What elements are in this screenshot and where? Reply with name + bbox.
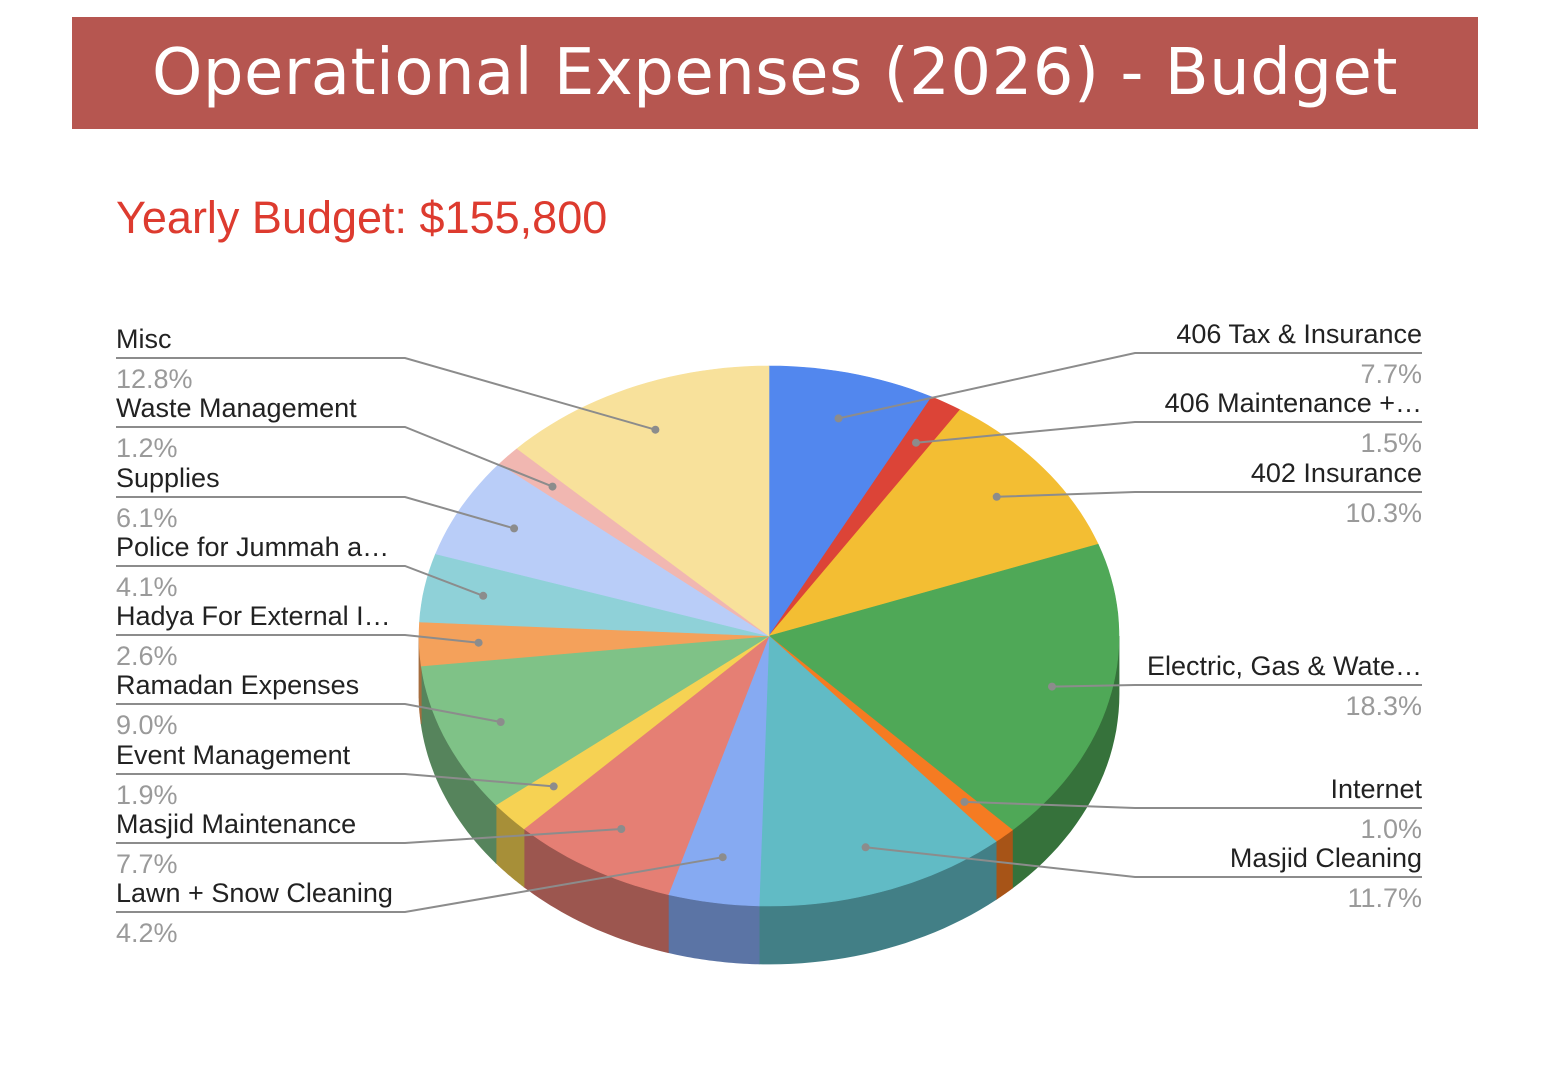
leader-line-11 [116, 565, 484, 597]
slice-percent-3: 18.3% [1345, 691, 1422, 721]
leader-dot-12 [510, 524, 519, 533]
slice-label-14: Misc [116, 324, 172, 354]
leader-dot-4 [960, 797, 969, 806]
slice-label-13: Waste Management [116, 393, 357, 423]
leader-dot-11 [479, 591, 488, 600]
slice-label-9: Ramadan Expenses [116, 670, 359, 700]
leader-line-5 [865, 846, 1422, 878]
slice-label-7: Masjid Maintenance [116, 809, 356, 839]
leader-dot-5 [861, 843, 870, 852]
leader-line-14 [116, 357, 656, 431]
slice-label-3: Electric, Gas & Wate… [1147, 651, 1422, 681]
slice-label-1: 406 Maintenance +… [1165, 388, 1422, 418]
leader-dot-6 [718, 853, 727, 862]
leader-line-2 [996, 491, 1422, 498]
slice-percent-7: 7.7% [116, 849, 178, 879]
leader-line-8 [116, 773, 554, 788]
slice-percent-5: 11.7% [1347, 883, 1422, 913]
pie-slice-0 [768, 365, 933, 637]
leader-dot-3 [1048, 682, 1056, 691]
pie-slice-6 [667, 635, 770, 907]
title-banner: Operational Expenses (2026) - Budget [72, 17, 1478, 129]
slice-label-8: Event Management [116, 740, 351, 770]
slice-label-2: 402 Insurance [1251, 458, 1422, 488]
pie-slice-11 [419, 553, 770, 637]
pie-slice-3 [768, 543, 1120, 831]
leader-line-13 [116, 426, 553, 488]
pie-slice-10 [418, 621, 770, 667]
leader-line-1 [915, 421, 1422, 444]
leader-line-9 [116, 703, 501, 723]
pie-side-4 [995, 829, 1013, 901]
slice-percent-6: 4.2% [116, 918, 178, 948]
slice-label-6: Lawn + Snow Cleaning [116, 878, 393, 908]
slice-label-5: Masjid Cleaning [1230, 843, 1422, 873]
leader-dot-10 [474, 638, 483, 647]
slice-label-10: Hadya For External I… [116, 601, 391, 631]
slice-percent-4: 1.0% [1360, 814, 1422, 844]
slice-percent-13: 1.2% [116, 433, 178, 463]
pie-slice-9 [420, 635, 770, 806]
pie-top [418, 365, 1120, 907]
slice-label-4: Internet [1330, 774, 1422, 804]
pie-slice-2 [768, 409, 1099, 637]
leader-dot-8 [549, 782, 558, 791]
slice-percent-9: 9.0% [116, 710, 178, 740]
slice-label-11: Police for Jummah a… [116, 532, 389, 562]
leader-line-6 [116, 856, 723, 913]
slice-percent-12: 6.1% [116, 503, 178, 533]
leader-line-12 [116, 496, 515, 530]
leader-dot-1 [912, 438, 920, 447]
leader-line-7 [116, 828, 622, 844]
leader-dot-14 [651, 425, 660, 434]
slice-percent-8: 1.9% [116, 780, 178, 810]
slice-percent-1: 1.5% [1360, 428, 1422, 458]
leader-dot-13 [548, 482, 557, 491]
slice-percent-11: 4.1% [116, 572, 178, 602]
chart-title: Yearly Budget: $155,800 [116, 192, 608, 243]
leader-line-4 [964, 800, 1422, 809]
leader-line-0 [838, 352, 1422, 420]
slice-label-0: 406 Tax & Insurance [1176, 319, 1422, 349]
slice-percent-0: 7.7% [1360, 359, 1422, 389]
pie-slice-12 [435, 463, 770, 637]
leader-line-3 [1051, 684, 1422, 688]
leader-dot-2 [992, 492, 1001, 501]
banner-title: Operational Expenses (2026) - Budget [152, 36, 1398, 110]
pie-slice-14 [516, 365, 770, 637]
leader-dot-9 [496, 718, 505, 726]
slice-percent-14: 12.8% [116, 364, 193, 394]
slice-percent-2: 10.3% [1345, 498, 1422, 528]
slice-percent-10: 2.6% [116, 641, 178, 671]
leader-line-10 [116, 634, 479, 644]
leader-dot-7 [617, 825, 626, 833]
leader-dot-0 [834, 414, 843, 423]
slice-label-12: Supplies [116, 463, 220, 493]
pie-slice-7 [523, 635, 770, 895]
